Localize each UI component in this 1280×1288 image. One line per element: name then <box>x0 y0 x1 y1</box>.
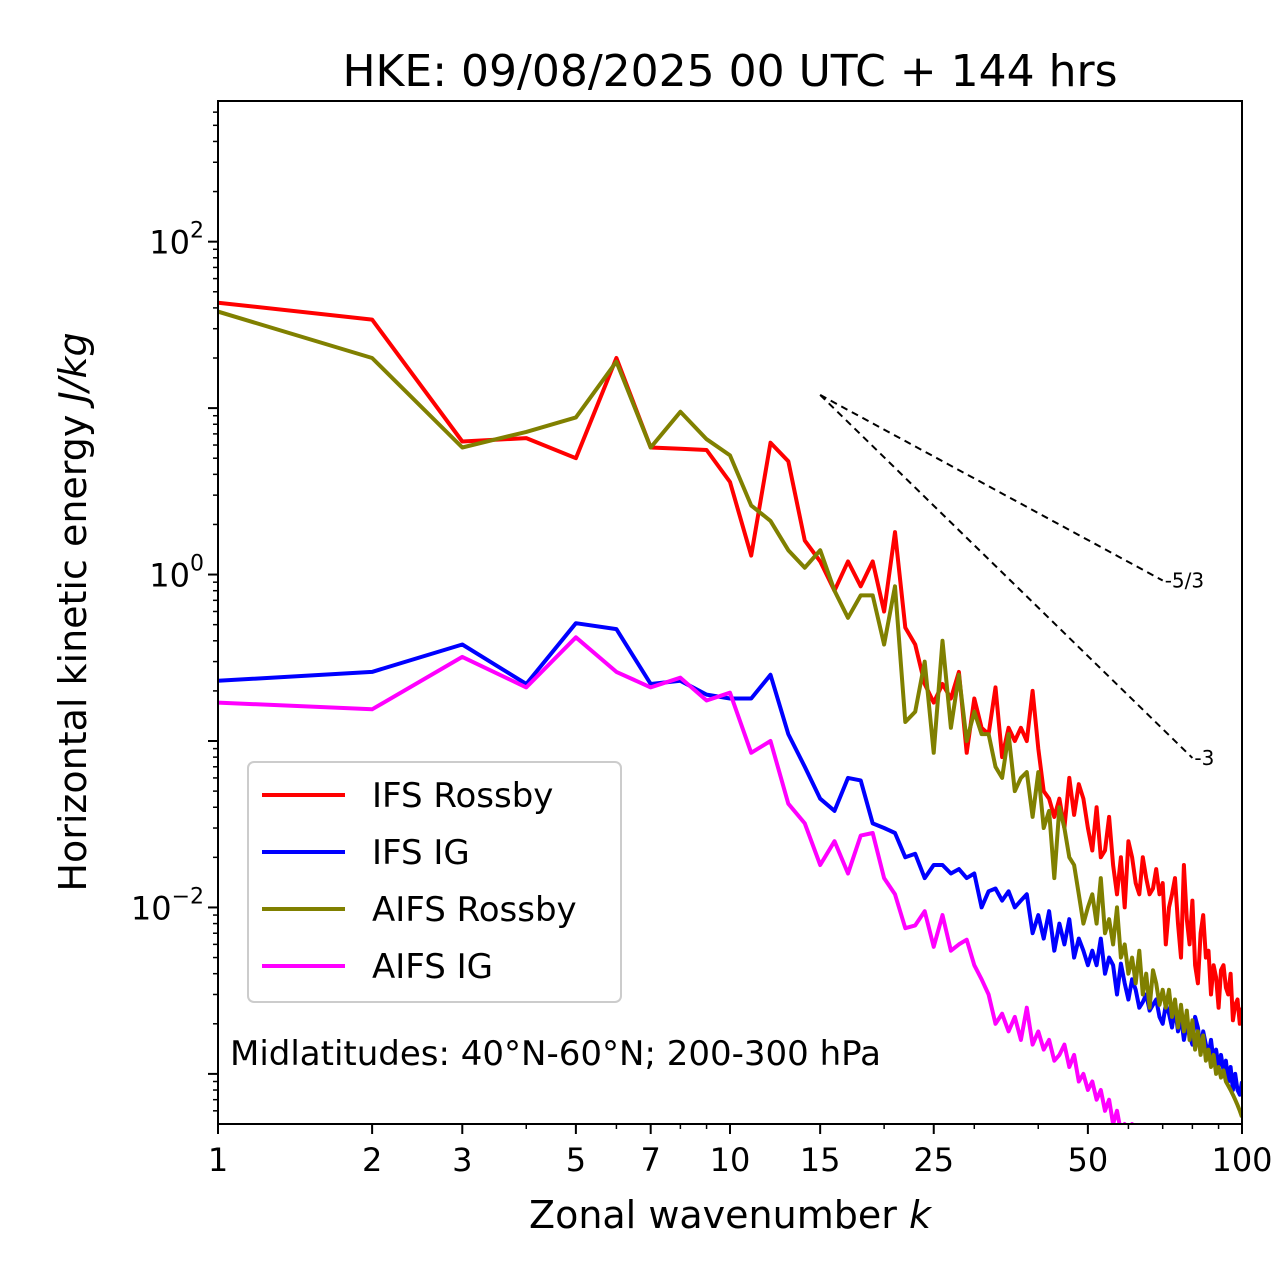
reference-lines: -5/3 -3 <box>819 394 1214 770</box>
y-tick-label-base: 10 <box>149 557 190 595</box>
reference-line-label: -5/3 <box>1165 569 1204 593</box>
x-tick-label: 1 <box>208 1141 228 1179</box>
x-axis-label: Zonal wavenumber k <box>529 1193 933 1237</box>
region-annotation: Midlatitudes: 40°N-60°N; 200-300 hPa <box>230 1034 881 1074</box>
plot-frame <box>217 100 1243 1125</box>
y-tick-label-exponent: 2 <box>190 219 204 244</box>
x-tick-label: 10 <box>710 1141 751 1179</box>
chart-title: HKE: 09/08/2025 00 UTC + 144 hrs <box>342 46 1117 97</box>
y-tick-label: 100 <box>149 552 204 595</box>
legend-entries: IFS Rossby IFS IG AIFS Rossby AIFS IG <box>262 776 577 987</box>
x-tick-label: 15 <box>800 1141 841 1179</box>
series-line-aifs-ig <box>218 635 1135 1124</box>
y-tick-label-exponent: 0 <box>190 552 204 577</box>
y-tick-label-base: 10 <box>149 224 190 262</box>
x-tick-label: 7 <box>641 1141 661 1179</box>
series-line-ifs-rossby <box>218 300 1242 1026</box>
x-tick-label: 25 <box>913 1141 954 1179</box>
legend-label: AIFS IG <box>372 947 493 987</box>
y-axis-units: J/kg <box>51 332 95 409</box>
reference-line-slope <box>819 394 1194 759</box>
y-tick-label: 10−2 <box>131 884 204 927</box>
y-tick-label-exponent: −2 <box>172 884 204 909</box>
x-tick-label: 3 <box>452 1141 472 1179</box>
reference-line-slope <box>819 394 1164 582</box>
x-tick-label: 50 <box>1068 1141 1109 1179</box>
x-tick-label: 100 <box>1211 1141 1272 1179</box>
x-tick-label: 5 <box>566 1141 586 1179</box>
series-layer <box>218 300 1242 1124</box>
legend-box <box>247 761 622 1003</box>
y-tick-label: 102 <box>149 219 204 262</box>
series-line-aifs-rossby <box>218 309 1242 1118</box>
x-axis-label-text: Zonal wavenumber <box>529 1193 897 1237</box>
legend-label: IFS Rossby <box>372 776 553 816</box>
y-axis-label-text: Horizontal kinetic energy <box>51 415 95 892</box>
x-axis-variable: k <box>909 1193 933 1237</box>
legend-label: IFS IG <box>372 833 470 873</box>
y-axis-label: Horizontal kinetic energy J/kg <box>51 332 95 891</box>
x-tick-label: 2 <box>362 1141 382 1179</box>
legend: IFS Rossby IFS IG AIFS Rossby AIFS IG <box>247 761 622 1003</box>
legend-label: AIFS Rossby <box>372 890 577 930</box>
y-tick-label-base: 10 <box>131 889 172 927</box>
reference-line-label: -3 <box>1194 746 1214 770</box>
